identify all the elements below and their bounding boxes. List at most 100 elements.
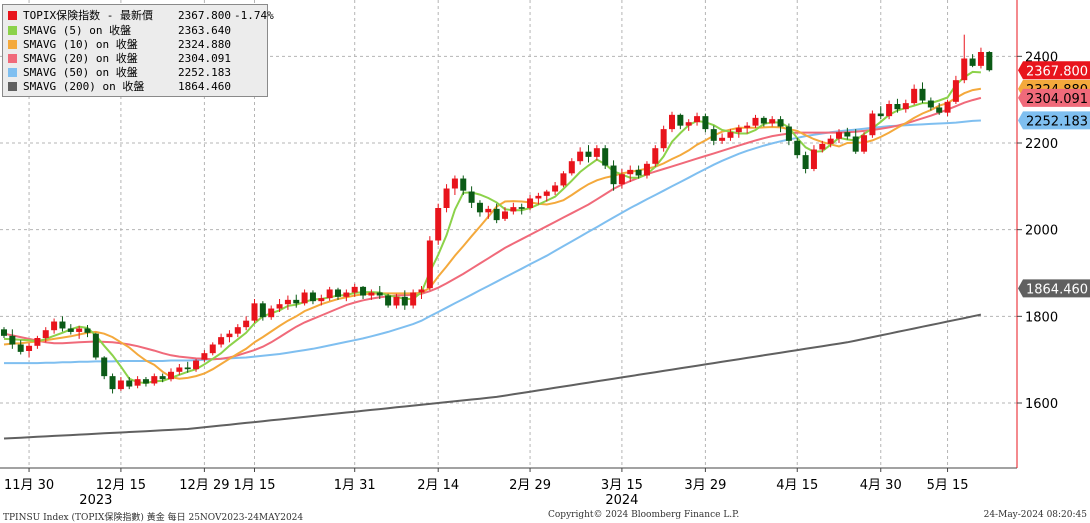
- last-value-tag-label: 2367.800: [1026, 64, 1088, 79]
- candle-body: [877, 113, 884, 117]
- candle-body: [234, 327, 241, 334]
- last-value-tag-shape: [1018, 279, 1090, 298]
- candle-body: [426, 240, 433, 289]
- candle-body: [67, 328, 74, 332]
- candle-body: [861, 135, 868, 152]
- y-tick-label: 2000: [1025, 224, 1058, 239]
- x-tick-label: 4月 30: [860, 478, 902, 493]
- last-value-tag: 2304.091: [1018, 88, 1090, 107]
- legend-swatch: [8, 26, 17, 35]
- candle-body: [51, 321, 58, 331]
- last-value-tag-shape: [1018, 111, 1090, 130]
- candle-body: [59, 321, 66, 329]
- candle-body: [785, 126, 792, 141]
- x-tick-label: 4月 15: [776, 478, 818, 493]
- legend-item-name: SMAVG (5) on 收盤: [23, 24, 132, 37]
- candle-body: [326, 289, 333, 299]
- legend-item-value: 2363.640: [178, 24, 231, 37]
- candle-body: [243, 320, 250, 328]
- candle-body: [902, 103, 909, 110]
- legend-swatch: [8, 68, 17, 77]
- x-tick-label: 5月 15: [927, 478, 969, 493]
- candle-body: [660, 129, 667, 149]
- candle-body: [284, 299, 291, 305]
- candle-body: [368, 292, 375, 296]
- candle-body: [251, 303, 258, 321]
- candle-body: [694, 116, 701, 123]
- candle-body: [209, 344, 216, 354]
- candle-body: [84, 328, 91, 333]
- candle-body: [627, 169, 634, 175]
- candle-body: [34, 338, 41, 346]
- candle-body: [760, 117, 767, 124]
- candle-body: [9, 335, 16, 345]
- candle-body: [26, 345, 33, 351]
- candle-body: [560, 173, 567, 186]
- y-tick-label: 2200: [1025, 137, 1058, 152]
- x-tick-label: 12月 15: [96, 478, 146, 493]
- chart-legend: TOPIX保険指数 - 最新價 2367.800 -1.74% SMAVG (5…: [2, 4, 274, 97]
- candle-body: [168, 371, 174, 380]
- legend-item-value: 2324.880: [178, 38, 231, 51]
- candle-body: [468, 191, 475, 203]
- candle-body: [435, 208, 442, 241]
- x-tick-label: 1月 31: [334, 478, 376, 493]
- series-line-smavg-10-: [3, 87, 982, 380]
- legend-swatch: [8, 54, 17, 63]
- candle-body: [159, 376, 166, 380]
- candle-body: [360, 286, 367, 296]
- candle-body: [585, 151, 592, 157]
- candle-body: [92, 333, 99, 358]
- candle-body: [401, 296, 408, 306]
- last-value-tag-shape: [1018, 61, 1090, 80]
- candle-body: [869, 113, 876, 136]
- candle-body: [911, 88, 918, 104]
- candle-body: [919, 88, 926, 101]
- candle-body: [769, 119, 776, 124]
- candle-body: [618, 174, 625, 185]
- x-year-label: 2024: [605, 493, 638, 508]
- candle-body: [794, 140, 801, 156]
- candle-body: [276, 304, 283, 309]
- candle-body: [485, 208, 492, 213]
- candle-body: [735, 127, 742, 133]
- series-line-smavg-5-: [3, 70, 981, 385]
- legend-item-name: SMAVG (200) on 收盤: [23, 80, 145, 93]
- y-tick-label: 1800: [1025, 310, 1058, 325]
- candle-body: [669, 114, 675, 130]
- candle-body: [410, 292, 417, 306]
- candle-body: [126, 380, 133, 387]
- candle-body: [518, 207, 525, 209]
- x-axis-ticks: 11月 30 12月 15 12月 29 1月 15 1月 31 2月 14 2月 29 3月…: [4, 468, 969, 508]
- candle-body: [309, 292, 316, 302]
- x-tick-label: 2月 14: [417, 478, 459, 493]
- candle-body: [944, 101, 951, 113]
- candle-body: [493, 208, 500, 221]
- candle-body: [685, 122, 692, 126]
- legend-item-name: SMAVG (10) on 收盤: [23, 38, 138, 51]
- candle-body: [836, 132, 842, 139]
- candle-body: [184, 367, 191, 370]
- last-value-tag: 2252.183: [1018, 111, 1090, 130]
- candle-body: [134, 379, 141, 386]
- candle-body: [719, 137, 726, 141]
- candle-body: [977, 52, 984, 66]
- candle-body: [593, 148, 600, 157]
- candle-body: [543, 191, 550, 196]
- candle-body: [602, 148, 609, 166]
- candle-body: [802, 155, 809, 169]
- x-tick-label: 1月 15: [234, 478, 276, 493]
- last-value-tag-label: 2304.091: [1026, 92, 1088, 107]
- candle-body: [844, 132, 851, 137]
- candle-body: [476, 202, 483, 213]
- series-line-smavg-200-: [3, 313, 982, 440]
- legend-swatch: [8, 82, 17, 91]
- candle-body: [961, 58, 968, 81]
- candle-body: [552, 185, 559, 192]
- legend-item-name: TOPIX保険指数 - 最新價: [23, 9, 153, 22]
- candle-body: [894, 104, 901, 110]
- candle-body: [443, 188, 450, 208]
- candle-body: [969, 58, 976, 66]
